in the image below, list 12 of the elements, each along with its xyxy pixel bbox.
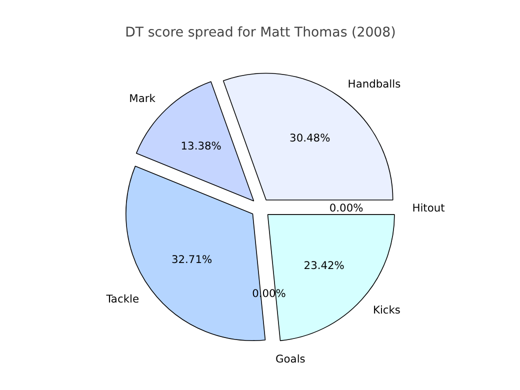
data-label: 30.48% (290, 131, 330, 144)
data-label: 13.38% (180, 140, 222, 153)
slice-label: Mark (129, 92, 156, 106)
category-label: Hitout (412, 202, 445, 214)
data-label: 32.71% (171, 252, 212, 266)
data-label: 23.42% (304, 259, 344, 272)
slice-label: Tackle (105, 292, 140, 306)
slice-label: Handballs (348, 77, 402, 90)
text: 0.00% (329, 202, 364, 214)
slice-label: Kicks (372, 303, 401, 316)
chart-title: DT score spread for Matt Thomas (2008) (125, 26, 396, 40)
category-label: Goals (276, 352, 306, 366)
